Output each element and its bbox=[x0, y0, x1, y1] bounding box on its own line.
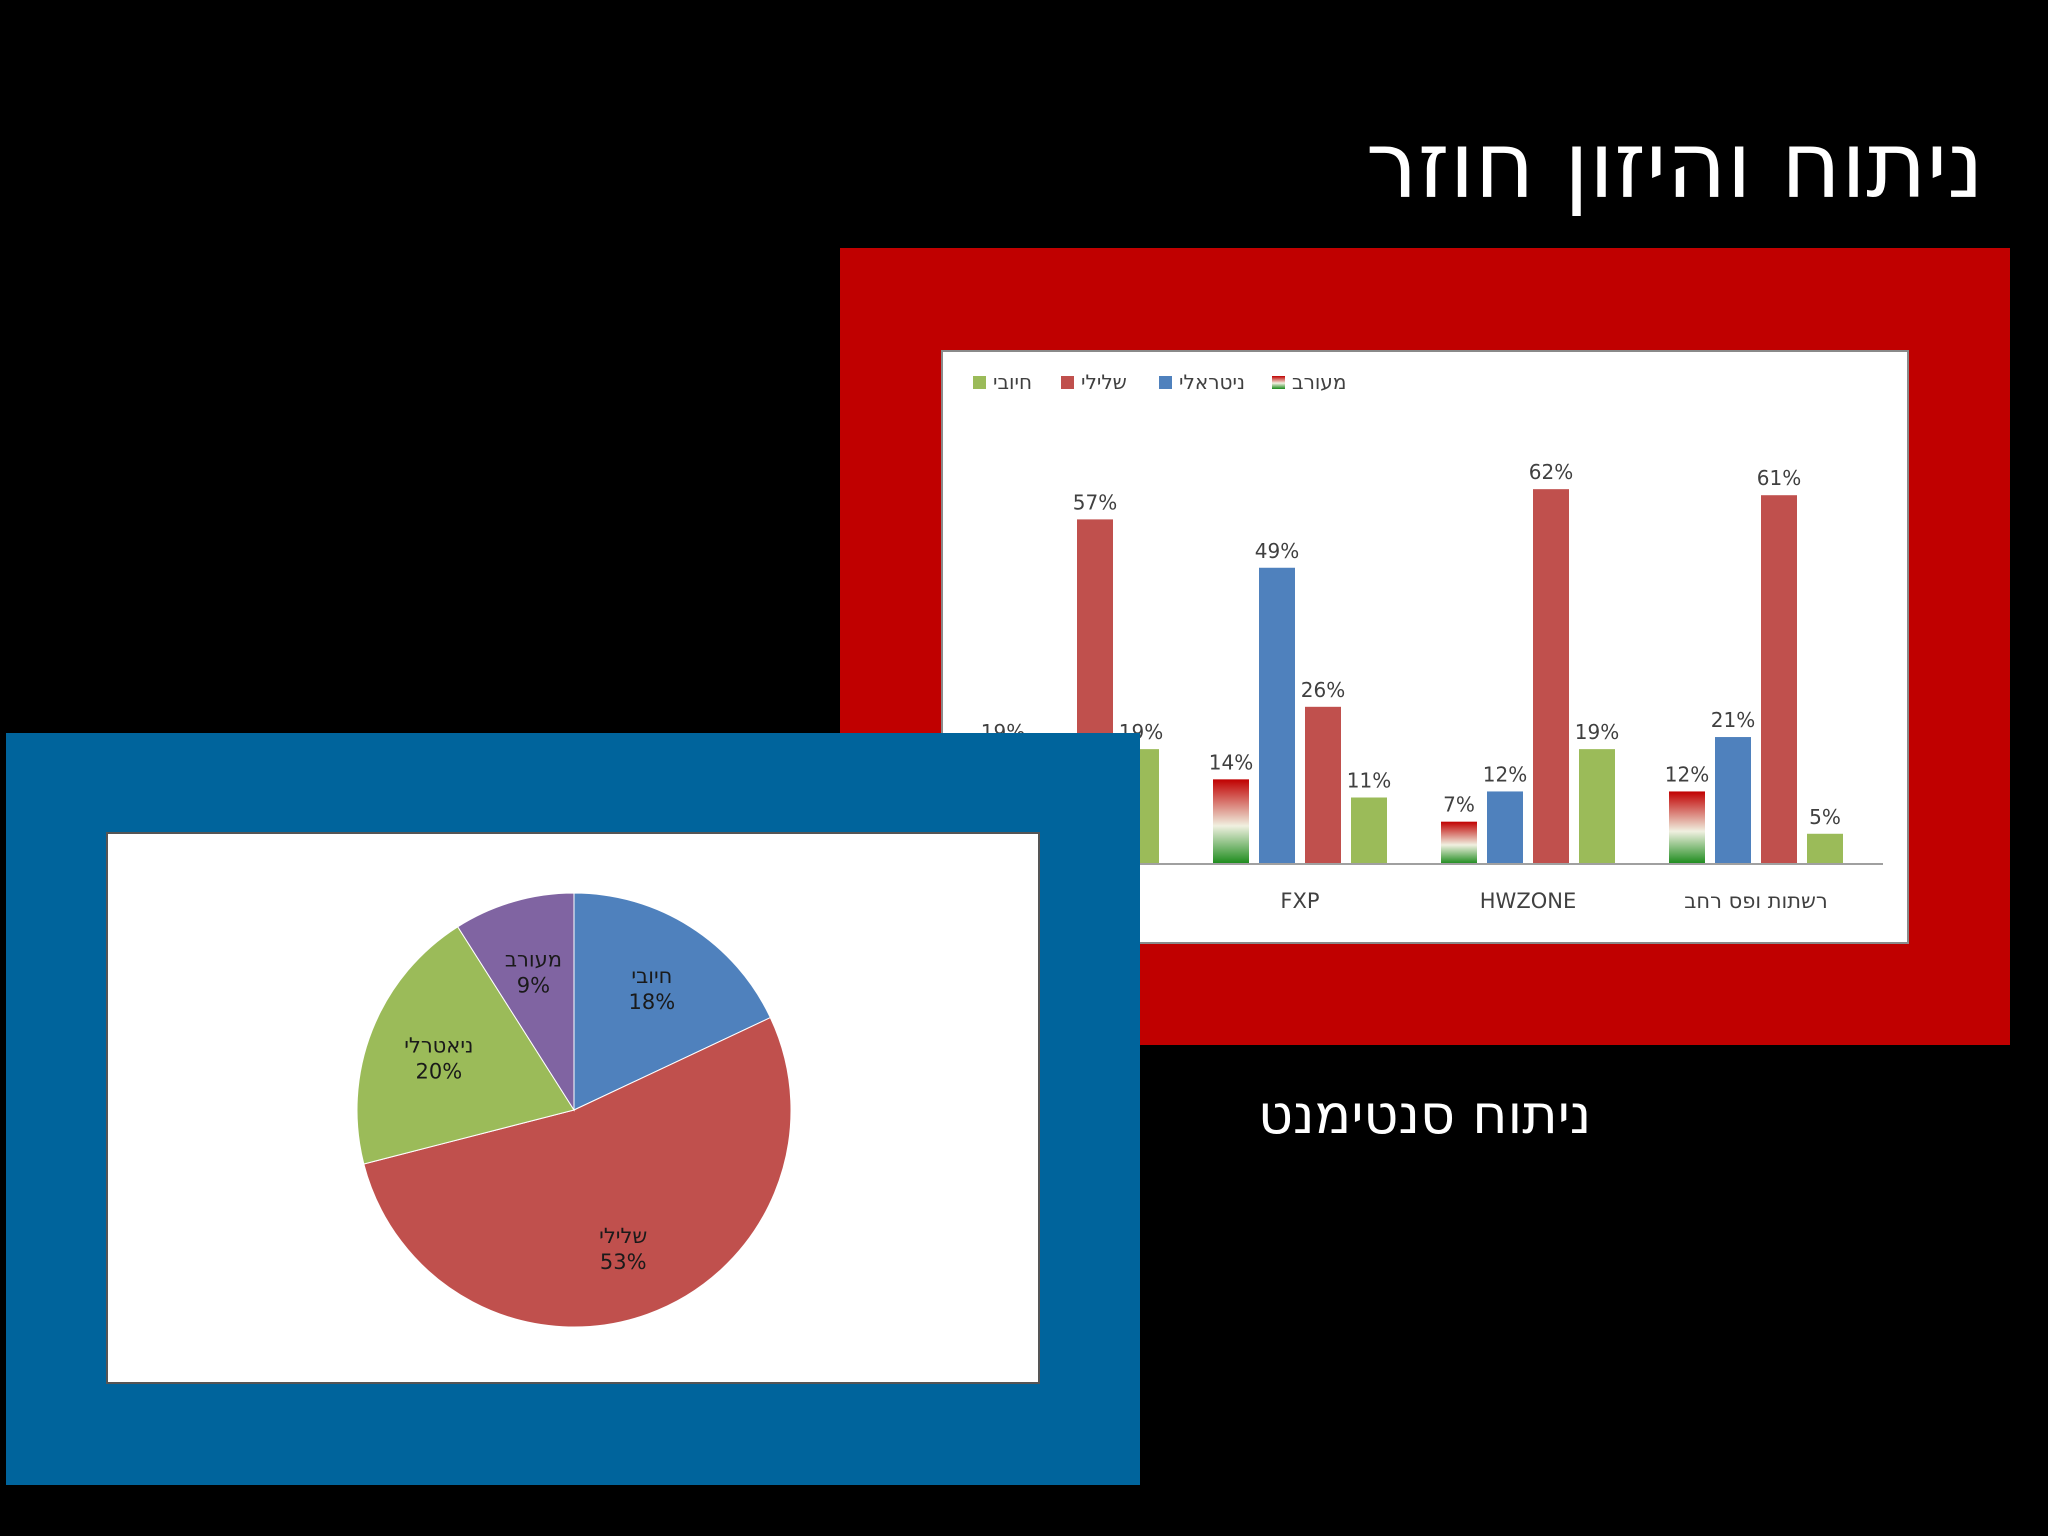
data-label-mixed-2: 7% bbox=[1443, 793, 1475, 817]
bar-neutral-1 bbox=[1259, 567, 1295, 864]
category-label-3: רשתות ופס רחב bbox=[1684, 889, 1828, 913]
category-label-1: FXP bbox=[1280, 889, 1319, 913]
bar-negative-2 bbox=[1533, 489, 1569, 864]
data-label-negative-0: 57% bbox=[1073, 490, 1117, 514]
legend-label-negative: שלילי bbox=[1081, 370, 1127, 394]
bar-positive-2 bbox=[1579, 749, 1615, 864]
bar-mixed-3 bbox=[1669, 791, 1705, 864]
pie-label-2: ניאטרלי bbox=[404, 1033, 473, 1057]
legend-swatch-mixed bbox=[1272, 376, 1285, 389]
bar-negative-3 bbox=[1761, 495, 1797, 864]
legend-swatch-positive bbox=[973, 376, 986, 389]
pie-chart-panel: חיובי 18% שלילי 53% ניאטרלי 20% מעורב 9% bbox=[106, 832, 1040, 1384]
pie-slice-0 bbox=[573, 892, 772, 1111]
pie-pct-3: 9% bbox=[517, 973, 550, 997]
data-label-positive-3: 5% bbox=[1809, 805, 1841, 829]
legend-swatch-negative bbox=[1061, 376, 1074, 389]
pie-label-0: חיובי bbox=[631, 964, 672, 988]
data-label-neutral-3: 21% bbox=[1711, 708, 1755, 732]
category-label-2: HWZONE bbox=[1480, 889, 1576, 913]
data-label-negative-3: 61% bbox=[1757, 466, 1801, 490]
pie-slice-3 bbox=[457, 892, 575, 1112]
legend-label-positive: חיובי bbox=[993, 370, 1032, 394]
bar-neutral-3 bbox=[1715, 737, 1751, 864]
pie-label-3: מעורב bbox=[505, 947, 562, 971]
pie-pct-0: 18% bbox=[629, 990, 676, 1014]
slide-title: ניתוח והיזון חוזר bbox=[1365, 112, 1984, 219]
pie-pct-1: 53% bbox=[600, 1250, 647, 1274]
bar-mixed-1 bbox=[1213, 779, 1249, 864]
data-label-mixed-3: 12% bbox=[1665, 762, 1709, 786]
data-label-mixed-1: 14% bbox=[1209, 750, 1253, 774]
data-label-neutral-2: 12% bbox=[1483, 762, 1527, 786]
data-label-positive-1: 11% bbox=[1347, 768, 1391, 792]
data-label-negative-2: 62% bbox=[1529, 460, 1573, 484]
data-label-positive-2: 19% bbox=[1575, 720, 1619, 744]
data-label-neutral-1: 49% bbox=[1255, 539, 1299, 563]
pie-pct-2: 20% bbox=[415, 1059, 462, 1083]
bar-positive-3 bbox=[1807, 833, 1843, 864]
pie-label-1: שלילי bbox=[599, 1224, 647, 1248]
legend-label-mixed: מעורב bbox=[1292, 370, 1346, 394]
bar-negative-1 bbox=[1305, 706, 1341, 864]
bar-neutral-2 bbox=[1487, 791, 1523, 864]
data-label-negative-1: 26% bbox=[1301, 678, 1345, 702]
bar-mixed-2 bbox=[1441, 821, 1477, 864]
pie-slice-2 bbox=[356, 926, 575, 1165]
slide-subtitle: ניתוח סנטימנט bbox=[1258, 1083, 1592, 1146]
legend-swatch-neutral bbox=[1159, 376, 1172, 389]
pie-slice-1 bbox=[363, 1016, 792, 1328]
bar-positive-1 bbox=[1351, 797, 1387, 864]
legend-label-neutral: ניטראלי bbox=[1179, 370, 1245, 394]
